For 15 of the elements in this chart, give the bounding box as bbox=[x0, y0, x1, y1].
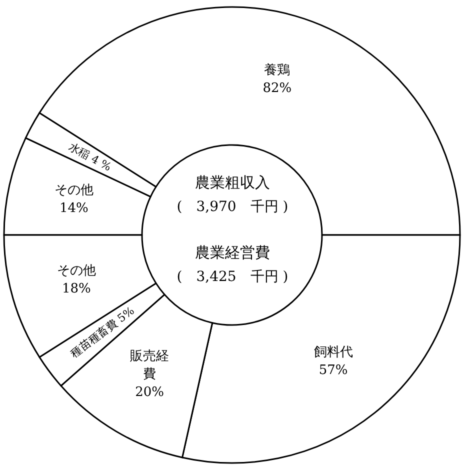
text: ( 3,970 千円 ) bbox=[176, 199, 288, 215]
text: 農業粗収入 bbox=[195, 174, 270, 192]
data-label: 82% bbox=[262, 80, 292, 96]
data-label: 14% bbox=[59, 201, 88, 216]
text: 農業経営費 bbox=[195, 244, 270, 262]
data-label: 18% bbox=[62, 282, 91, 297]
slice-label: 飼料代 bbox=[314, 344, 353, 360]
data-label: 57% bbox=[318, 362, 348, 378]
slice-label: 養鶏 bbox=[264, 62, 290, 78]
slice-label: その他 bbox=[56, 264, 96, 279]
slice-label: 水稲 4 % bbox=[66, 140, 114, 174]
text: ( 3,425 千円 ) bbox=[176, 269, 288, 285]
data-label: 20% bbox=[135, 384, 164, 400]
slice-label: 販売経費 bbox=[130, 348, 170, 382]
slice-label: その他 bbox=[54, 183, 94, 198]
